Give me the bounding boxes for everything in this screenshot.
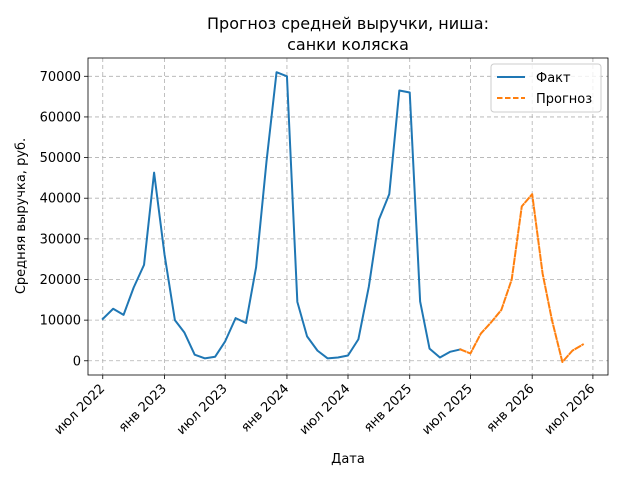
x-tick-label: июл 2023	[174, 381, 231, 438]
chart-title-line2: санки коляска	[287, 35, 409, 54]
series-layer	[101, 71, 585, 363]
legend-label-fact: Факт	[536, 71, 571, 86]
y-tick-label: 0	[73, 354, 81, 369]
legend: Факт Прогноз	[490, 63, 602, 113]
y-tick-label: 20000	[40, 273, 81, 288]
x-tick-label: янв 2023	[116, 381, 170, 435]
x-tick-label: июл 2025	[419, 381, 476, 438]
x-axis: июл 2022 янв 2023 июл 2023 янв 2024 июл 2024…	[52, 375, 599, 438]
y-tick-label: 70000	[40, 70, 81, 85]
y-axis-label: Средняя выручка, руб.	[14, 138, 29, 294]
x-tick-label: июл 2024	[297, 381, 354, 438]
x-tick-label: июл 2022	[52, 381, 109, 438]
x-tick-label: янв 2026	[484, 381, 538, 435]
series-line-forecast	[459, 193, 585, 363]
y-tick-label: 40000	[40, 192, 81, 207]
y-tick-label: 50000	[40, 151, 81, 166]
x-tick-label: янв 2024	[238, 381, 292, 435]
x-tick-label: июл 2026	[542, 381, 599, 438]
chart-title-line1: Прогноз средней выручки, ниша:	[207, 14, 489, 33]
x-tick-label: янв 2025	[361, 381, 415, 435]
y-tick-label: 30000	[40, 232, 81, 247]
legend-label-forecast: Прогноз	[536, 92, 592, 107]
series-line-fact	[101, 71, 462, 360]
y-tick-label: 60000	[40, 110, 81, 125]
y-axis: 0 10000 20000 30000 40000 50000 60000 70000	[40, 70, 88, 369]
y-tick-label: 10000	[40, 314, 81, 329]
x-axis-label: Дата	[331, 452, 365, 467]
